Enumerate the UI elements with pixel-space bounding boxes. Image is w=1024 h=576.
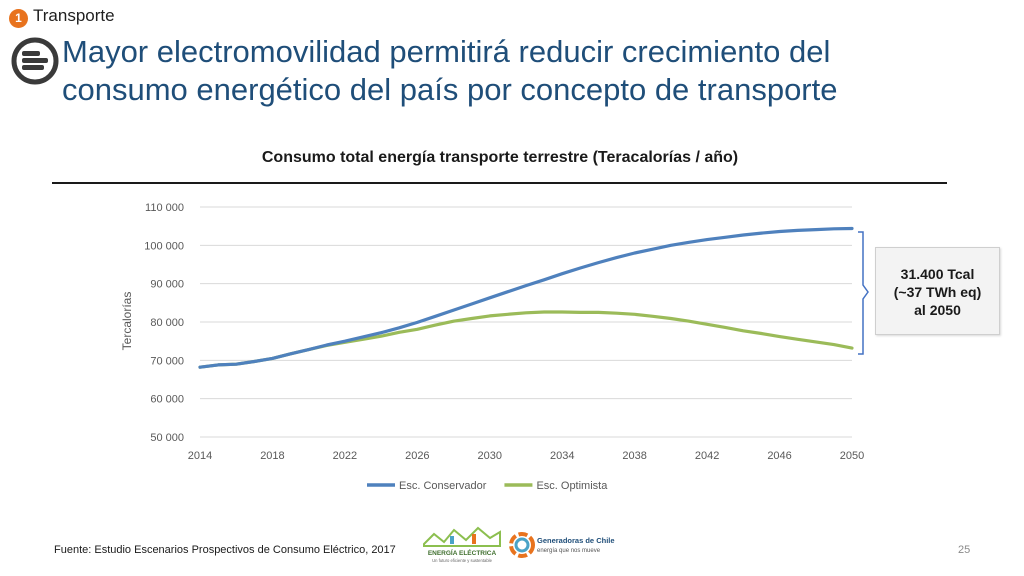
slide-title: Mayor electromovilidad permitirá reducir… (62, 34, 838, 107)
x-tick-label: 2014 (188, 450, 212, 462)
svg-text:Generadoras de Chile: Generadoras de Chile (537, 536, 615, 545)
energy-stack-icon (11, 37, 59, 85)
y-tick-label: 60 000 (150, 394, 184, 406)
svg-text:Un futuro eficiente y sustenta: Un futuro eficiente y sustentable (432, 558, 492, 563)
page-number: 25 (958, 544, 971, 556)
generadoras-de-chile-logo: Generadoras de Chile energía que nos mue… (509, 532, 615, 558)
y-tick-label: 100 000 (144, 240, 184, 252)
y-tick-label: 50 000 (150, 432, 184, 444)
callout-line-3: al 2050 (914, 302, 961, 318)
callout-line-1: 31.400 Tcal (900, 266, 975, 282)
x-tick-label: 2046 (767, 450, 791, 462)
difference-bracket (858, 231, 869, 355)
section-number-badge: 1 (9, 9, 28, 28)
legend-label: Esc. Conservador (399, 480, 487, 492)
chart-title: Consumo total energía transporte terrest… (261, 149, 739, 166)
y-axis-ticks: 50 000 60 000 70 000 80 000 90 000 100 000 110… (144, 202, 184, 444)
x-tick-label: 2030 (478, 450, 502, 462)
series-line-esc-conservador (198, 226, 854, 369)
callout-line-2: (~37 TWh eq) (893, 284, 982, 300)
chart-legend: Esc. Conservador Esc. Optimista (367, 480, 608, 492)
legend-label: Esc. Optimista (536, 480, 608, 492)
x-tick-label: 2034 (550, 450, 574, 462)
section-label: Transporte (33, 6, 115, 25)
x-tick-label: 2026 (405, 450, 429, 462)
x-tick-label: 2018 (260, 450, 284, 462)
line-chart: 50 000 60 000 70 000 80 000 90 000 100 000 110… (120, 202, 869, 492)
series-line-esc-optimista (198, 310, 854, 369)
y-tick-label: 90 000 (150, 279, 184, 291)
chart-title-underline (52, 182, 947, 184)
y-axis-label: Tercalorías (120, 292, 134, 351)
source-note: Fuente: Estudio Escenarios Prospectivos … (54, 544, 396, 556)
energia-electrica-logo: ENERGÍA ELÉCTRICA Un futuro eficiente y … (423, 526, 501, 563)
series-lines (198, 226, 854, 369)
x-tick-label: 2042 (695, 450, 719, 462)
x-tick-label: 2050 (840, 450, 864, 462)
x-tick-label: 2038 (622, 450, 646, 462)
y-tick-label: 80 000 (150, 317, 184, 329)
x-axis-ticks: 2014 2018 2022 2026 2030 2034 2038 2042 2046 2050 (188, 450, 864, 462)
x-tick-label: 2022 (333, 450, 357, 462)
gridlines (200, 206, 852, 438)
svg-text:energía que nos mueve: energía que nos mueve (537, 548, 601, 554)
svg-text:ENERGÍA ELÉCTRICA: ENERGÍA ELÉCTRICA (428, 548, 497, 557)
difference-callout: 31.400 Tcal (~37 TWh eq) al 2050 (875, 247, 1000, 335)
y-tick-label: 70 000 (150, 355, 184, 367)
y-tick-label: 110 000 (145, 202, 184, 214)
